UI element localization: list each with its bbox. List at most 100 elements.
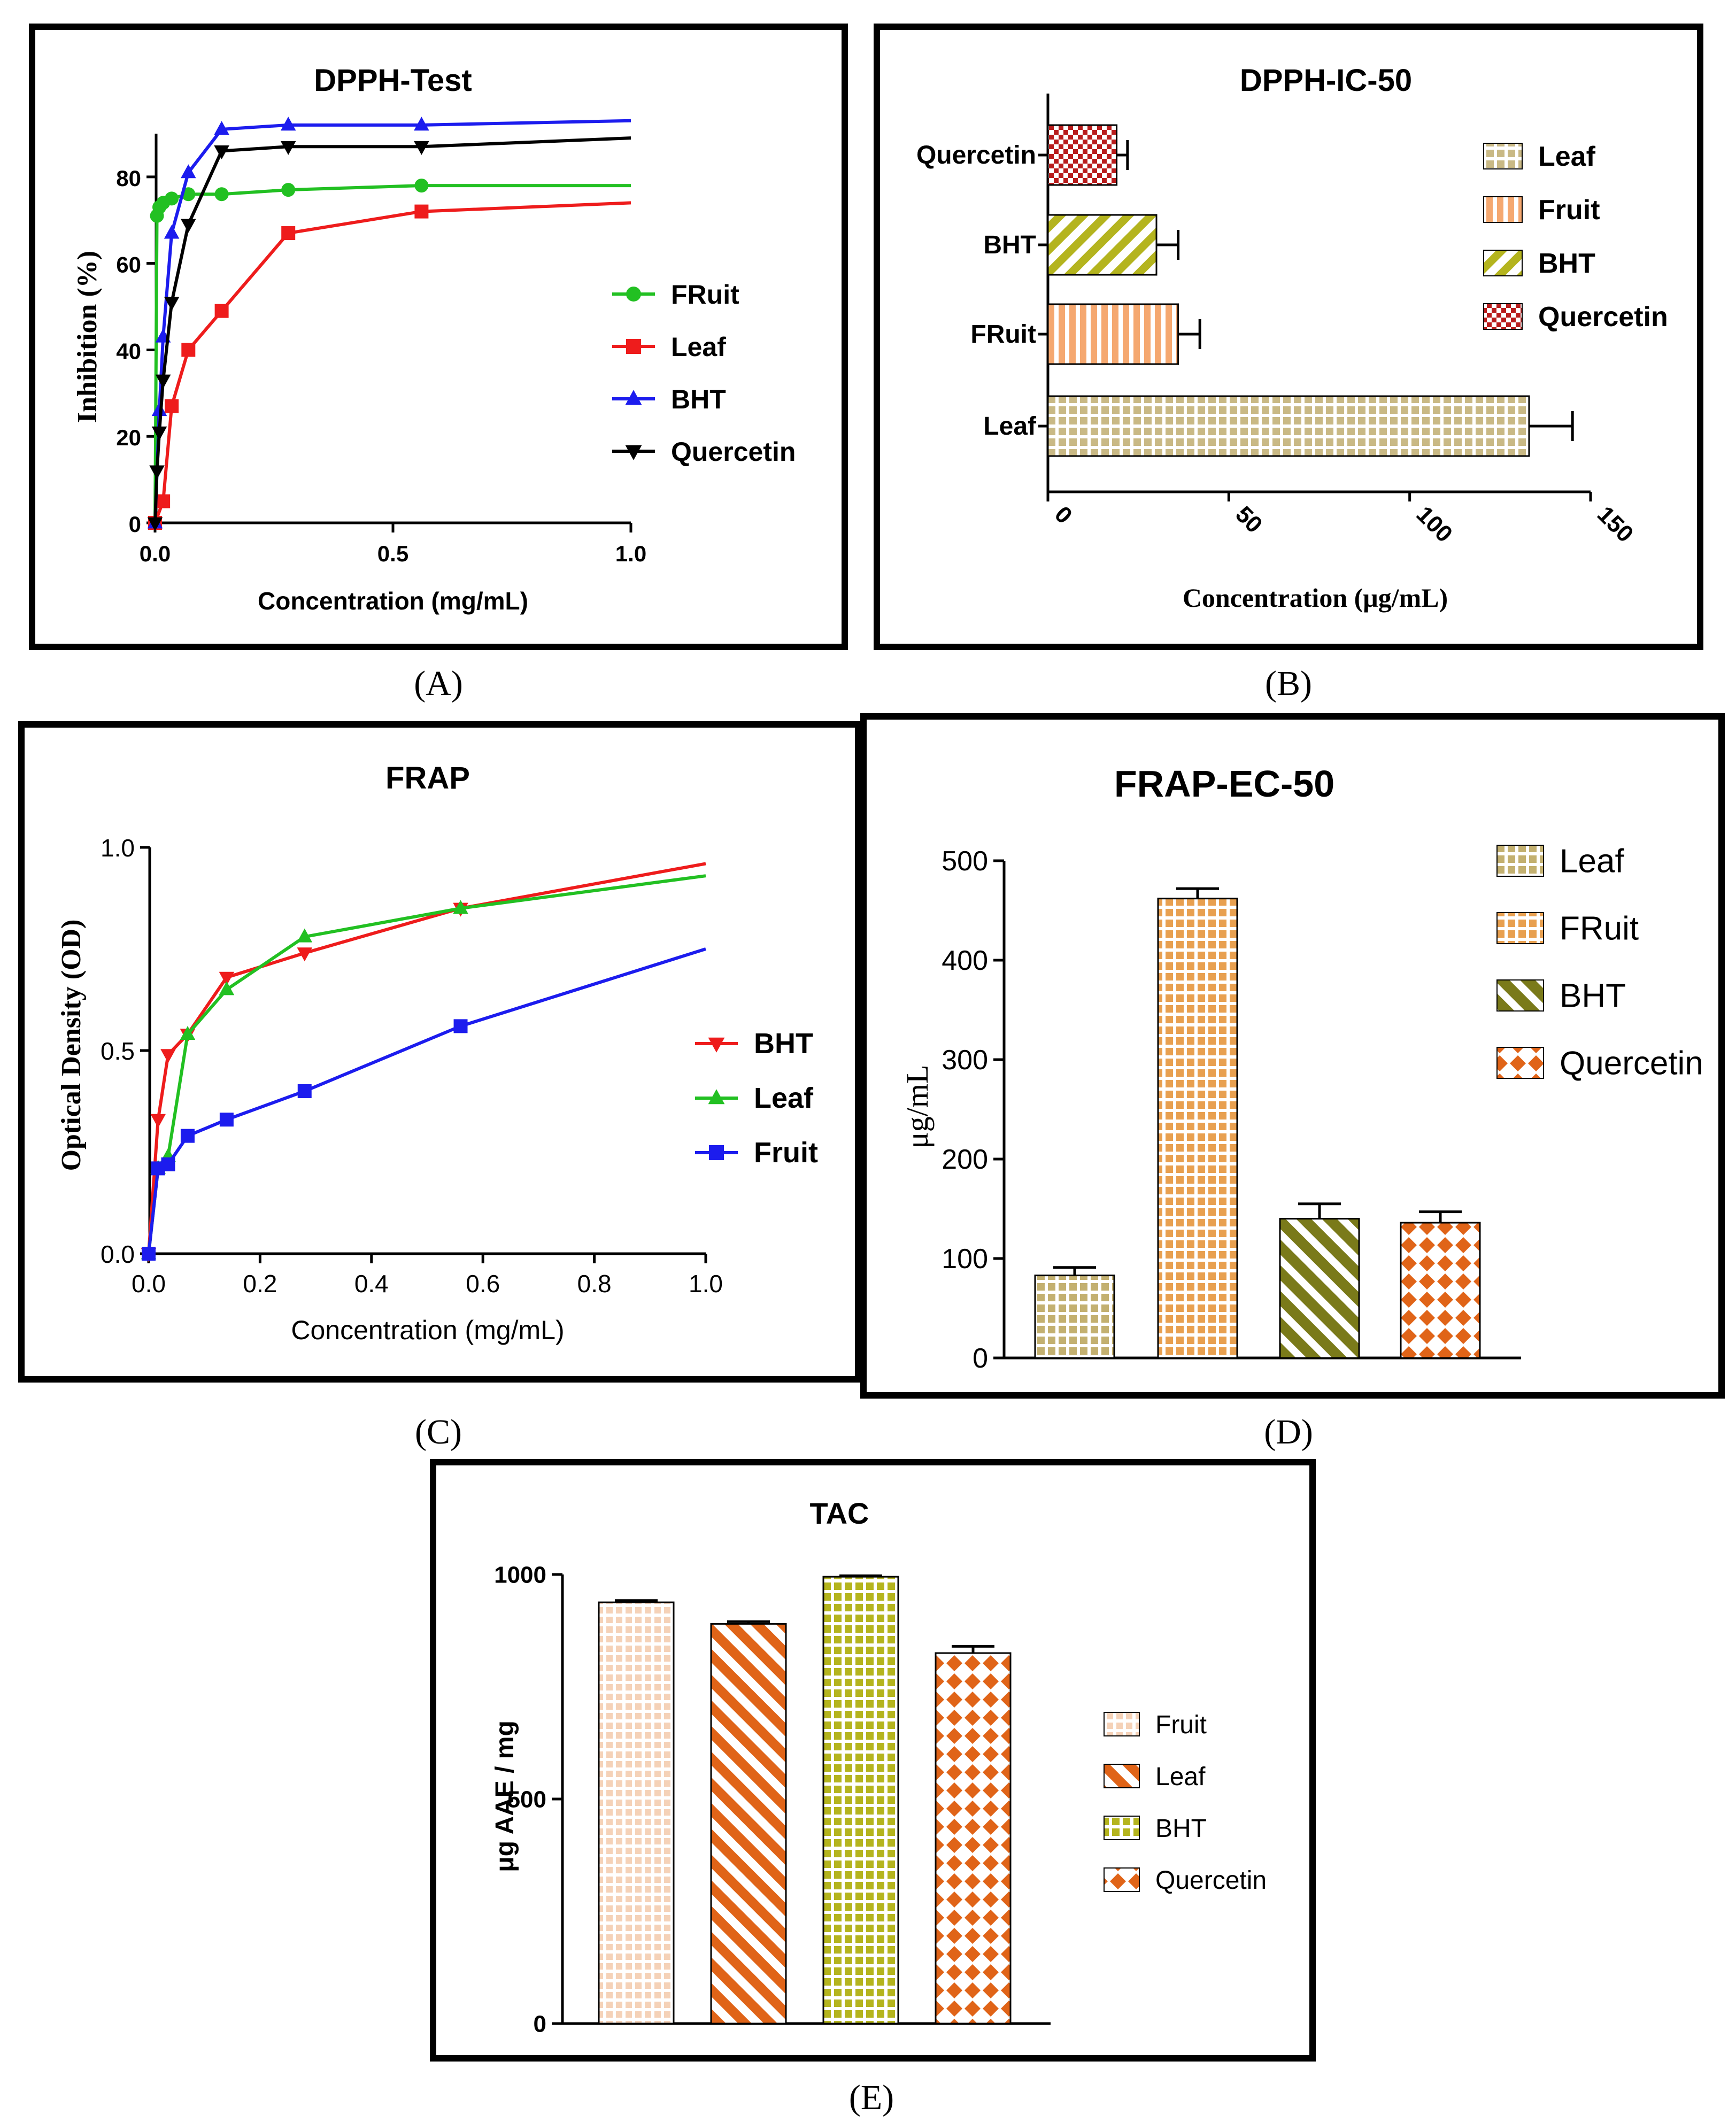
- C-point-bht: [297, 947, 313, 962]
- B-legend-swatch-leaf: [1483, 143, 1523, 169]
- B-legend-label-quercetin: Quercetin: [1538, 302, 1668, 333]
- B-y-tick-label: BHT: [983, 231, 1036, 259]
- A-point-bht: [414, 117, 429, 131]
- C-series-line-bht: [147, 862, 706, 1254]
- C-legend-label-fruit: Fruit: [754, 1137, 818, 1169]
- C-y-tick-label: 1.0: [101, 834, 135, 862]
- D-bar-bht: [1279, 1218, 1360, 1359]
- panel-D-ylabel: μg/mL: [900, 1065, 935, 1149]
- panel-E-label: (E): [849, 2078, 894, 2117]
- panel-D-title: FRAP-EC-50: [1114, 763, 1334, 805]
- A-point-bht: [214, 121, 229, 135]
- panel-D-legend: Leaf FRuit BHT Quercetin: [1496, 843, 1703, 1082]
- A-point-leaf: [281, 226, 296, 241]
- C-point-fruit: [180, 1129, 195, 1143]
- C-legend-label-leaf: Leaf: [754, 1082, 814, 1114]
- E-legend-swatch-quercetin: [1104, 1867, 1140, 1892]
- D-legend-label-bht: BHT: [1560, 978, 1626, 1015]
- C-point-leaf: [219, 981, 235, 995]
- B-legend-swatch-bht: [1483, 250, 1523, 276]
- E-legend-swatch-bht: [1104, 1816, 1140, 1840]
- C-legend-marker-bht: [708, 1037, 725, 1053]
- A-point-quercetin: [151, 426, 167, 441]
- A-series-line-fruit: [153, 184, 631, 523]
- panel-E: TAC 0 500 1000 μg AAE / mg Fruit Leaf BHT Que…: [430, 1459, 1316, 2062]
- D-y-tick-label: 200: [942, 1144, 988, 1175]
- A-point-bht: [164, 225, 180, 239]
- A-x-tick-label: 0.0: [140, 541, 171, 566]
- A-legend-marker-quercetin: [625, 445, 642, 460]
- A-point-bht: [151, 402, 167, 416]
- A-legend-label-quercetin: Quercetin: [671, 437, 796, 467]
- A-point-fruit: [214, 187, 229, 202]
- B-bar-fruit: [1047, 303, 1179, 365]
- D-bar-leaf: [1034, 1275, 1115, 1359]
- C-legend-marker-fruit: [709, 1145, 724, 1160]
- A-point-quercetin: [214, 145, 229, 159]
- A-y-tick-label: 60: [116, 252, 141, 277]
- D-legend-label-quercetin: Quercetin: [1560, 1045, 1703, 1082]
- B-y-tick-label: Leaf: [983, 412, 1037, 441]
- E-legend-label-quercetin: Quercetin: [1155, 1866, 1267, 1895]
- panel-A-ylabel: Inhibition (%): [72, 251, 103, 423]
- A-point-leaf: [181, 343, 196, 357]
- D-legend-swatch-quercetin: [1496, 1047, 1544, 1079]
- panel-A-title: DPPH-Test: [314, 63, 472, 98]
- E-bar-bht: [822, 1576, 899, 2025]
- A-point-leaf: [156, 494, 171, 508]
- A-legend-label-leaf: Leaf: [671, 332, 726, 362]
- panel-B: DPPH-IC-50 0 50 100 150 Quercetin BHT FRuit Lea…: [874, 24, 1703, 650]
- C-x-tick-label: 0.4: [354, 1270, 389, 1298]
- A-series-line-leaf: [153, 201, 631, 524]
- D-bar-fruit: [1157, 898, 1238, 1359]
- D-legend-swatch-fruit: [1496, 912, 1544, 944]
- B-legend-swatch-fruit: [1483, 196, 1523, 223]
- C-x-tick-label: 1.0: [689, 1270, 723, 1298]
- E-bar-fruit: [598, 1601, 675, 2025]
- D-y-tick-label: 300: [942, 1045, 988, 1076]
- C-point-leaf: [453, 900, 468, 914]
- panel-C-xlabel: Concentration (mg/mL): [291, 1315, 564, 1345]
- B-legend-label-bht: BHT: [1538, 248, 1595, 279]
- C-point-fruit: [219, 1113, 234, 1127]
- E-legend-label-fruit: Fruit: [1155, 1711, 1207, 1739]
- C-point-bht: [160, 1049, 176, 1063]
- A-point-bht: [181, 164, 196, 179]
- A-y-tick-label: 20: [116, 425, 141, 450]
- D-y-tick-label: 500: [942, 846, 988, 877]
- B-legend-swatch-quercetin: [1483, 303, 1523, 330]
- A-x-tick-label: 0.5: [377, 541, 408, 566]
- C-point-fruit: [161, 1157, 175, 1171]
- E-legend-swatch-leaf: [1104, 1764, 1140, 1788]
- A-point-leaf: [414, 204, 429, 219]
- C-x-tick-label: 0.0: [132, 1270, 166, 1298]
- A-point-quercetin: [181, 219, 196, 233]
- panel-C-plot: 0.0 0.2 0.4 0.6 0.8 1.0 0.0 0.5 1.0: [101, 834, 723, 1298]
- panel-C-label: (C): [415, 1412, 462, 1452]
- E-y-tick-label: 500: [507, 1786, 546, 1812]
- panel-E-plot: 0 500 1000: [494, 1562, 1051, 2037]
- panel-B-frame: [874, 24, 1703, 650]
- C-point-bht: [150, 1114, 166, 1128]
- A-series-line-quercetin: [153, 136, 631, 523]
- panel-D-plot: 0 100 200 300 400 500: [942, 846, 1521, 1374]
- C-point-fruit: [453, 1019, 468, 1033]
- A-series-line-bht: [153, 119, 631, 523]
- D-y-tick-label: 400: [942, 945, 988, 976]
- panel-B-title: DPPH-IC-50: [1240, 63, 1412, 98]
- panel-A-xlabel: Concentration (mg/mL): [258, 587, 528, 615]
- D-bar-quercetin: [1400, 1222, 1481, 1359]
- panel-C-frame: [18, 721, 861, 1383]
- B-x-tick-label: 100: [1411, 501, 1458, 547]
- panel-E-legend: Fruit Leaf BHT Quercetin: [1104, 1711, 1267, 1895]
- C-x-tick-label: 0.8: [577, 1270, 612, 1298]
- C-point-bht: [219, 971, 235, 986]
- A-point-quercetin: [164, 297, 180, 311]
- C-series-line-leaf: [147, 874, 706, 1254]
- A-point-leaf: [165, 399, 179, 413]
- A-point-bht: [280, 117, 296, 131]
- panel-E-frame: [430, 1459, 1316, 2062]
- C-point-leaf: [297, 928, 313, 943]
- panel-E-title: TAC: [810, 1496, 869, 1530]
- D-legend-swatch-bht: [1496, 979, 1544, 1012]
